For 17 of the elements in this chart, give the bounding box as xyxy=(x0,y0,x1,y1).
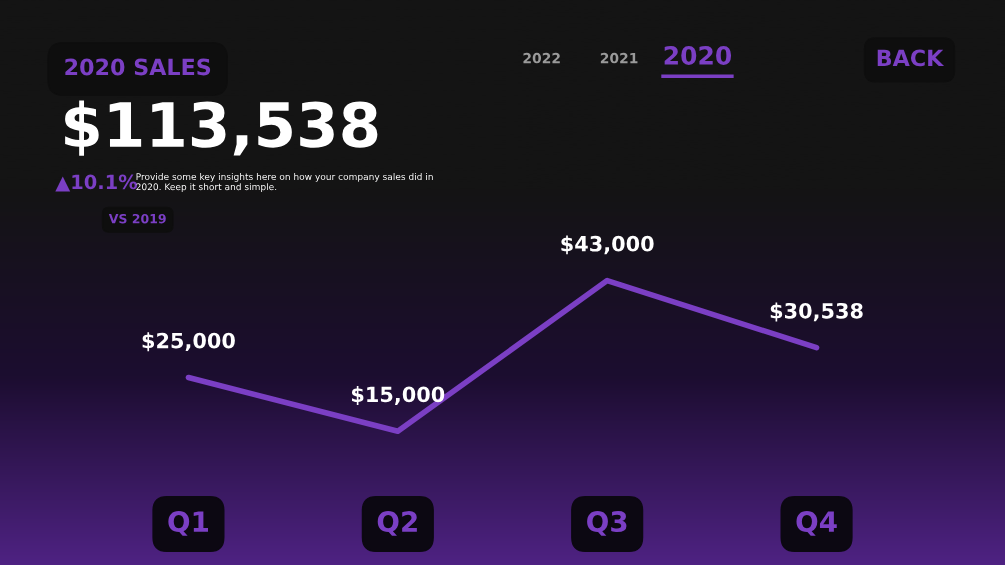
text: ▲10.1% xyxy=(55,174,138,192)
x-tick-label: Q3 xyxy=(587,511,627,536)
x-tick-label: Q4 xyxy=(796,511,837,536)
text: Provide some key insights here on how your company sales did in 2020. Keep it short and simple. xyxy=(136,173,433,192)
chart-title: 2020 SALES xyxy=(65,58,211,76)
data-label: $15,000 xyxy=(352,386,445,406)
text: 2022 xyxy=(523,52,560,64)
data-label: $25,000 xyxy=(142,332,235,352)
data-label: $43,000 xyxy=(561,235,654,255)
chart-subtitle: $113,538 xyxy=(65,100,378,156)
x-tick-label: Q1 xyxy=(168,511,208,536)
text: BACK xyxy=(877,49,945,67)
x-tick-label: Q2 xyxy=(377,511,417,536)
text: 2021 xyxy=(600,52,638,64)
data-label: $30,538 xyxy=(770,302,863,322)
text: 2020 xyxy=(664,45,732,65)
text: VS 2019 xyxy=(108,213,166,224)
